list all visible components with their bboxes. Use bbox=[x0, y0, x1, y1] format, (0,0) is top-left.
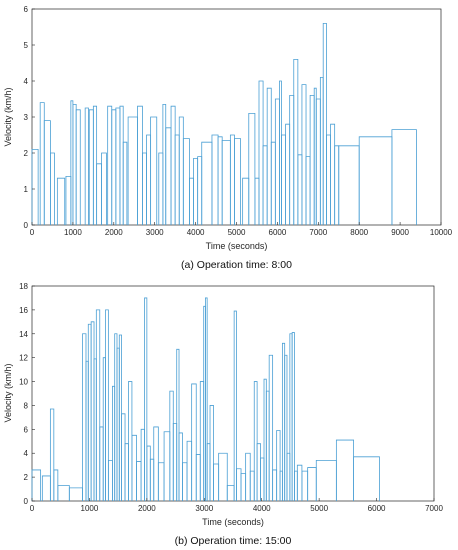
x-tick-label: 8000 bbox=[350, 228, 368, 237]
x-tick-label: 7000 bbox=[425, 504, 443, 513]
velocity-segment bbox=[276, 430, 281, 501]
velocity-segment bbox=[95, 309, 101, 501]
x-axis-label-b: Time (seconds) bbox=[202, 517, 264, 527]
velocity-segment bbox=[205, 297, 208, 501]
velocity-segment bbox=[105, 309, 109, 501]
x-ticks-b: 0 1000 2000 3000 4000 5000 6000 7000 bbox=[30, 498, 443, 513]
velocity-segment bbox=[49, 408, 55, 501]
x-tick-label: 5000 bbox=[228, 228, 246, 237]
velocity-segment bbox=[56, 177, 66, 225]
velocity-segment bbox=[191, 383, 197, 501]
velocity-segment bbox=[253, 381, 258, 501]
x-tick-label: 3000 bbox=[146, 228, 164, 237]
caption-b: (b) Operation time: 15:00 bbox=[175, 535, 292, 547]
x-tick-label: 1000 bbox=[64, 228, 82, 237]
velocity-segment bbox=[391, 129, 417, 225]
velocity-segment bbox=[248, 113, 256, 225]
velocity-segment bbox=[234, 138, 241, 225]
y-tick-label: 14 bbox=[19, 330, 28, 339]
velocity-segment bbox=[284, 354, 288, 501]
x-tick-label: 6000 bbox=[368, 504, 386, 513]
y-tick-label: 2 bbox=[24, 149, 29, 158]
y-tick-label: 12 bbox=[19, 354, 28, 363]
x-tick-label: 7000 bbox=[309, 228, 327, 237]
velocity-segment bbox=[144, 297, 148, 501]
velocity-segment bbox=[50, 152, 55, 225]
chart-b: 0 1000 2000 3000 4000 5000 6000 7000 0 2 4 6 8 10 12 1… bbox=[3, 282, 443, 547]
x-tick-label: 2000 bbox=[138, 504, 156, 513]
y-tick-label: 2 bbox=[24, 473, 29, 482]
series-line-a bbox=[31, 22, 417, 225]
x-axis-label-a: Time (seconds) bbox=[206, 241, 268, 251]
velocity-segment bbox=[268, 354, 274, 501]
velocity-segment bbox=[209, 405, 214, 501]
velocity-segment bbox=[293, 59, 299, 225]
y-tick-label: 6 bbox=[24, 425, 29, 434]
velocity-segment bbox=[322, 22, 327, 225]
y-tick-label: 6 bbox=[24, 5, 29, 14]
plot-area-b bbox=[31, 285, 435, 502]
velocity-segment bbox=[31, 148, 39, 225]
y-tick-label: 4 bbox=[24, 449, 29, 458]
y-ticks-a: 0 1 2 3 4 5 6 bbox=[24, 5, 35, 230]
velocity-segment bbox=[291, 332, 295, 501]
x-tick-label: 6000 bbox=[269, 228, 287, 237]
y-axis-label-a: Velocity (km/h) bbox=[3, 87, 13, 146]
x-tick-label: 9000 bbox=[391, 228, 409, 237]
y-tick-label: 8 bbox=[24, 401, 29, 410]
x-ticks-a: 0 1000 2000 3000 4000 5000 6000 7000 8000 9000 100… bbox=[30, 222, 453, 237]
y-tick-label: 16 bbox=[19, 306, 28, 315]
x-tick-label: 2000 bbox=[105, 228, 123, 237]
velocity-segment bbox=[75, 109, 81, 225]
plot-area-a bbox=[31, 8, 442, 226]
velocity-segment bbox=[301, 84, 307, 225]
x-tick-label: 4000 bbox=[187, 228, 205, 237]
x-tick-label: 10000 bbox=[430, 228, 453, 237]
y-tick-label: 18 bbox=[19, 282, 28, 291]
velocity-segment bbox=[353, 456, 380, 501]
velocity-segment bbox=[31, 469, 42, 501]
caption-a: (a) Operation time: 8:00 bbox=[181, 259, 292, 271]
x-tick-label: 0 bbox=[30, 504, 35, 513]
velocity-segment bbox=[101, 152, 107, 225]
x-tick-label: 4000 bbox=[253, 504, 271, 513]
series-line-b bbox=[31, 297, 380, 501]
y-axis-label-b: Velocity (km/h) bbox=[3, 363, 13, 422]
y-tick-label: 0 bbox=[24, 497, 29, 506]
x-tick-label: 1000 bbox=[81, 504, 99, 513]
velocity-segment bbox=[233, 310, 237, 501]
velocity-segment bbox=[218, 452, 228, 501]
x-tick-label: 5000 bbox=[310, 504, 328, 513]
chart-a: 0 1000 2000 3000 4000 5000 6000 7000 8000 9000 100… bbox=[3, 5, 453, 271]
y-tick-label: 1 bbox=[24, 185, 29, 194]
y-tick-label: 0 bbox=[24, 221, 29, 230]
y-tick-label: 5 bbox=[24, 41, 29, 50]
y-tick-label: 4 bbox=[24, 77, 29, 86]
x-tick-label: 0 bbox=[30, 228, 35, 237]
y-tick-label: 10 bbox=[19, 378, 28, 387]
velocity-segment bbox=[150, 116, 158, 225]
velocity-segment bbox=[122, 141, 128, 225]
y-tick-label: 3 bbox=[24, 113, 29, 122]
velocity-segment bbox=[84, 107, 89, 225]
x-tick-label: 3000 bbox=[195, 504, 213, 513]
velocity-segment bbox=[176, 348, 180, 501]
y-ticks-b: 0 2 4 6 8 10 12 14 16 18 bbox=[19, 282, 35, 506]
